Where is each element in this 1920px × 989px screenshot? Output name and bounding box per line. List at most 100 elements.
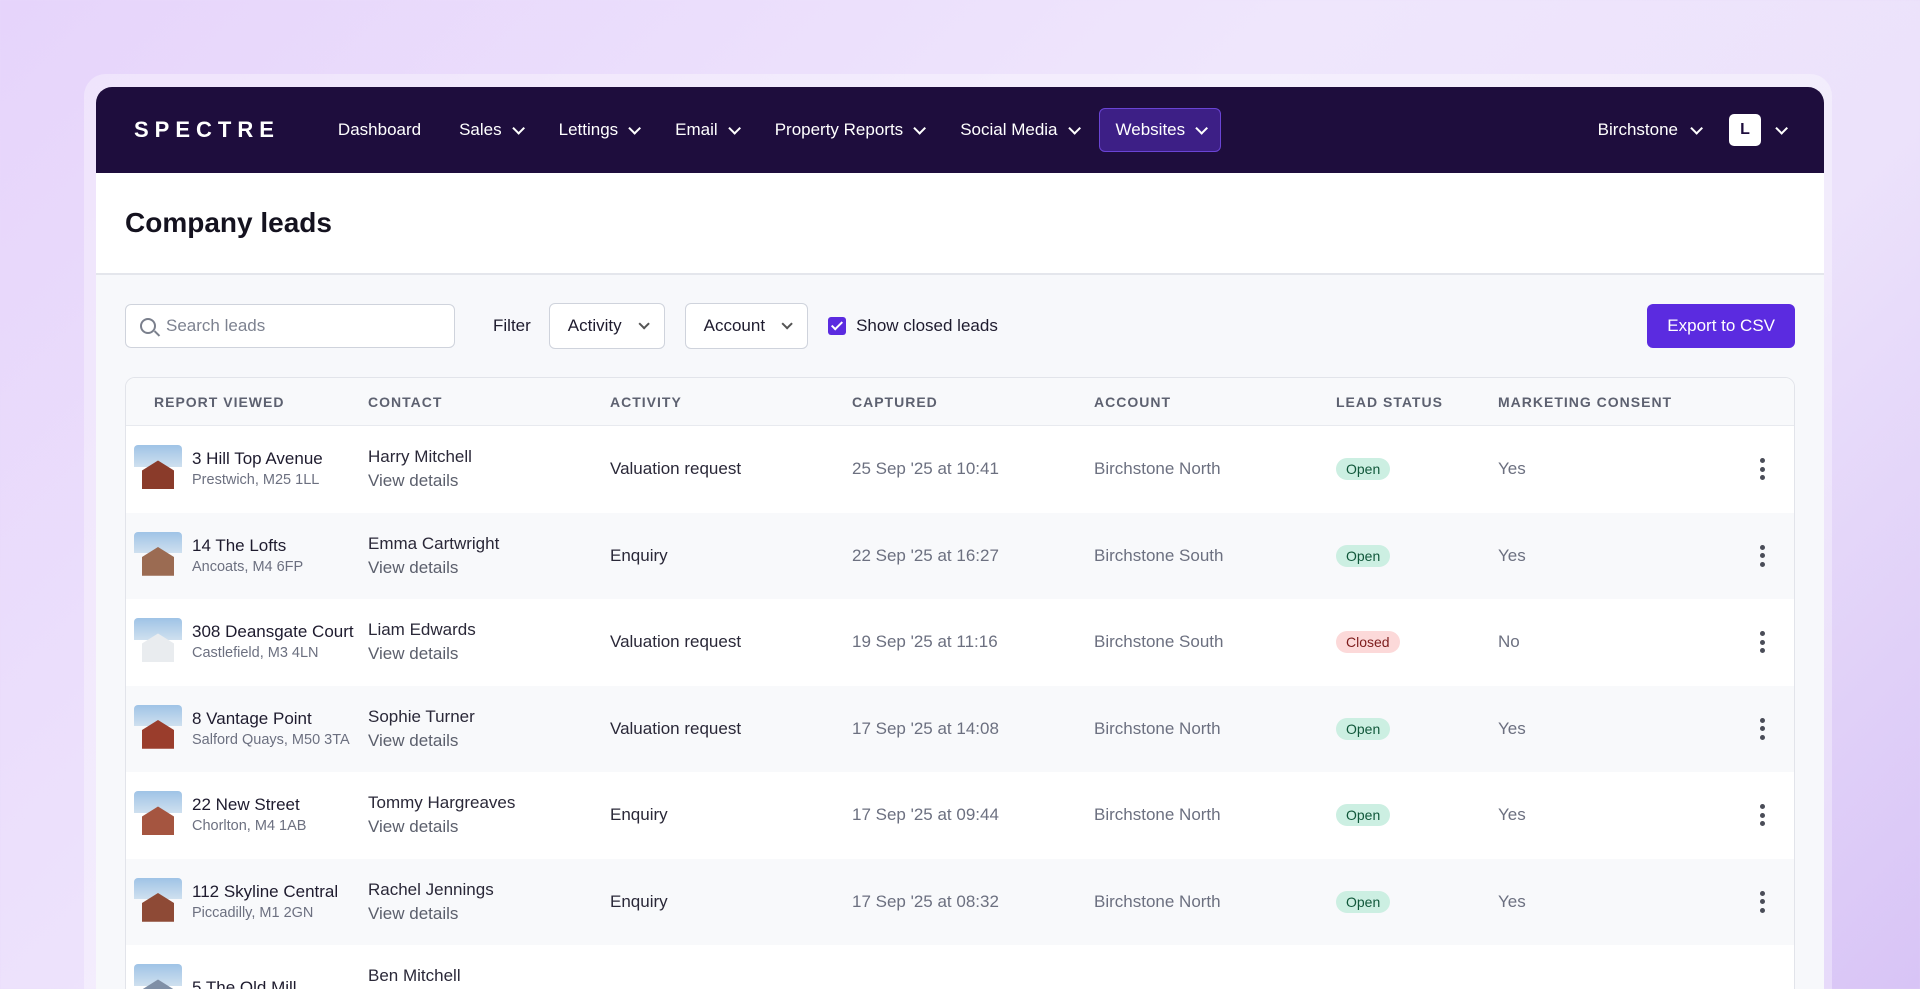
property-name: 14 The Lofts [192,535,287,555]
view-details-link[interactable]: View details [368,730,459,750]
property-text: 308 Deansgate Court Castlefield, M3 4LN [192,621,354,663]
account-cell: Birchstone North [1094,718,1221,738]
property-text: 5 The Old Mill [192,977,297,989]
chevron-down-icon [781,318,793,330]
view-details-link[interactable]: View details [368,644,459,664]
more-options-icon[interactable] [1752,804,1772,827]
status-badge: Open [1336,804,1391,827]
view-details-link[interactable]: View details [368,903,459,923]
property[interactable]: 308 Deansgate Court Castlefield, M3 4LN [134,618,368,666]
status-cell: Open [1336,890,1498,913]
property-area: Chorlton, M4 1AB [192,818,307,835]
actions-cell [1698,717,1794,740]
contact-name: Liam Edwards [368,620,476,640]
table-row[interactable]: 308 Deansgate Court Castlefield, M3 4LN … [126,599,1794,686]
more-options-icon[interactable] [1752,631,1772,654]
table-row[interactable]: 3 Hill Top Avenue Prestwich, M25 1LL Har… [126,426,1794,513]
captured-cell: 17 Sep '25 at 08:32 [852,891,999,911]
chevron-down-icon [1690,121,1703,135]
property[interactable]: 3 Hill Top Avenue Prestwich, M25 1LL [134,445,368,493]
contact-cell: Ben Mitchell View details [368,964,610,989]
table-row[interactable]: 22 New Street Chorlton, M4 1AB Tommy Har… [126,772,1794,859]
account-select[interactable]: Account [684,303,809,349]
column-header[interactable]: Account [1094,393,1171,410]
search-box[interactable] [125,304,455,348]
activity-cell: Enquiry [610,891,668,911]
show-closed-label: Show closed leads [856,316,998,335]
org-switcher[interactable]: Birchstone [1598,120,1703,140]
property-photo [134,445,182,493]
report-cell: 3 Hill Top Avenue Prestwich, M25 1LL [126,445,368,493]
account-cell: Birchstone North [1094,459,1221,479]
table-header: Report viewed Contact Activity Captured Acco… [126,378,1794,426]
status-cell: Open [1336,804,1498,827]
property[interactable]: 14 The Lofts Ancoats, M4 6FP [134,531,368,580]
captured-cell: 17 Sep '25 at 14:08 [852,718,999,738]
chevron-down-icon [1067,121,1081,135]
more-options-icon[interactable] [1752,544,1772,567]
nav-menu: Dashboard Sales Lettings Email Property Repo… [322,108,1222,152]
consent-cell: Yes [1498,545,1526,565]
status-cell: Closed [1336,631,1498,654]
user-menu[interactable]: L [1729,114,1788,146]
more-options-icon[interactable] [1752,717,1772,740]
logo: SPECTRE [134,117,280,142]
column-header[interactable]: Report viewed [154,393,285,410]
contact-name: Tommy Hargreaves [368,793,516,813]
view-details-link[interactable]: View details [368,557,459,577]
table-row[interactable]: 112 Skyline Central Piccadilly, M1 2GN R… [126,858,1794,945]
property-text: 14 The Lofts Ancoats, M4 6FP [192,535,303,577]
property-photo [134,704,182,753]
report-cell: 8 Vantage Point Salford Quays, M50 3TA [126,704,368,753]
contact-name: Harry Mitchell [368,447,472,467]
table-row[interactable]: 8 Vantage Point Salford Quays, M50 3TA S… [126,685,1794,772]
property[interactable]: 22 New Street Chorlton, M4 1AB [134,791,368,839]
report-cell: 5 The Old Mill [126,964,368,989]
actions-cell [1698,890,1794,913]
nav-item-lettings[interactable]: Lettings [543,108,654,152]
column-header[interactable]: Marketing consent [1498,393,1673,410]
search-input[interactable] [166,316,440,336]
more-options-icon[interactable] [1752,458,1772,481]
export-csv-button[interactable]: Export to CSV [1647,304,1795,348]
captured-cell: 25 Sep '25 at 10:41 [852,459,999,479]
actions-cell [1698,631,1794,654]
status-cell: Open [1336,717,1498,740]
main-content: Filter Activity Account Show closed lead… [96,275,1824,989]
account-cell: Birchstone North [1094,891,1221,911]
column-header[interactable]: Lead status [1336,393,1443,410]
more-options-icon[interactable] [1752,890,1772,913]
account-select-label: Account [703,316,766,335]
nav-item-email[interactable]: Email [659,108,753,152]
view-details-link[interactable]: View details [368,471,459,491]
chevron-down-icon [638,318,650,330]
activity-select-label: Activity [567,316,622,335]
property-name: 112 Skyline Central [192,881,339,901]
property-area: Piccadilly, M1 2GN [192,904,314,921]
column-header[interactable]: Activity [610,393,682,410]
actions-cell [1698,804,1794,827]
view-details-link[interactable]: View details [368,817,459,837]
nav-item-social-media[interactable]: Social Media [944,108,1092,152]
nav-item-label: Social Media [960,120,1058,139]
column-header[interactable]: Captured [852,393,938,410]
page-title: Company leads [125,207,332,238]
avatar: L [1729,114,1761,146]
chevron-down-icon [1775,121,1788,135]
nav-item-property-reports[interactable]: Property Reports [759,108,939,152]
nav-item-dashboard[interactable]: Dashboard [322,108,437,152]
nav-item-websites[interactable]: Websites [1098,108,1222,152]
table-row[interactable]: 5 The Old Mill Ben Mitchell View details [126,945,1794,989]
activity-select[interactable]: Activity [548,303,665,349]
table-row[interactable]: 14 The Lofts Ancoats, M4 6FP Emma Cartwr… [126,512,1794,599]
contact-name: Ben Mitchell [368,966,461,986]
show-closed-toggle[interactable]: Show closed leads [828,316,998,336]
property[interactable]: 112 Skyline Central Piccadilly, M1 2GN [134,877,368,926]
property[interactable]: 5 The Old Mill [134,964,368,989]
property[interactable]: 8 Vantage Point Salford Quays, M50 3TA [134,704,368,753]
column-header[interactable]: Contact [368,393,443,410]
nav-item-label: Email [675,120,718,139]
nav-item-sales[interactable]: Sales [443,108,537,152]
nav-right: Birchstone L [1598,114,1788,146]
checkbox-checked-icon[interactable] [828,317,847,335]
